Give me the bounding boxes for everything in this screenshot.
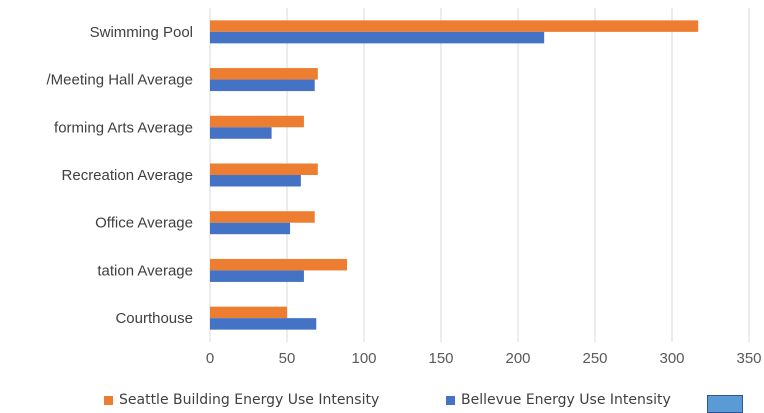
x-tick-label: 0 — [206, 350, 214, 367]
legend-selection-box[interactable] — [707, 395, 743, 413]
legend-item-seattle: Seattle Building Energy Use Intensity — [104, 392, 379, 408]
category-label: Office Average — [95, 215, 193, 232]
bar-bellevue — [210, 79, 315, 92]
bar-seattle — [210, 20, 699, 32]
x-tick-label: 350 — [736, 350, 761, 367]
bar-seattle — [210, 163, 318, 175]
category-labels: Swimming Pool/Meeting Hall Average formin… — [47, 24, 193, 327]
x-tick-label: 250 — [582, 350, 607, 367]
legend: Seattle Building Energy Use Intensity Be… — [0, 392, 764, 413]
bar-seattle — [210, 306, 287, 319]
legend-label-bellevue: Bellevue Energy Use Intensity — [461, 392, 671, 408]
category-label: forming Arts Average — [54, 119, 193, 136]
bar-bellevue — [210, 31, 545, 44]
category-label: Swimming Pool — [90, 24, 193, 41]
x-tick-label: 50 — [279, 350, 296, 367]
bar-bellevue — [210, 270, 304, 282]
bar-seattle — [210, 211, 315, 223]
gridlines — [209, 8, 750, 342]
x-tick-labels: 0 50 100 150 200 250 300 350 — [206, 350, 762, 367]
bar-seattle — [210, 68, 318, 80]
bar-bellevue — [210, 175, 301, 187]
x-tick-label: 100 — [351, 350, 376, 367]
legend-label-seattle: Seattle Building Energy Use Intensity — [119, 392, 380, 408]
bar-chart: Swimming Pool/Meeting Hall Average formin… — [47, 8, 762, 367]
legend-swatch-seattle — [104, 395, 113, 405]
bar-bellevue — [210, 127, 272, 139]
bars — [210, 20, 699, 330]
legend-item-bellevue: Bellevue Energy Use Intensity — [446, 392, 671, 408]
category-label: Recreation Average — [62, 167, 193, 184]
category-label: Courthouse — [115, 310, 193, 327]
bar-seattle — [210, 258, 348, 271]
bar-bellevue — [210, 318, 317, 330]
x-tick-label: 200 — [505, 350, 530, 367]
x-tick-label: 300 — [659, 350, 684, 367]
legend-swatch-bellevue — [446, 395, 455, 405]
category-label: tation Average — [97, 262, 193, 279]
bar-seattle — [210, 115, 304, 128]
bar-bellevue — [210, 222, 291, 235]
category-label: /Meeting Hall Average — [47, 72, 193, 89]
x-tick-label: 150 — [428, 350, 453, 367]
